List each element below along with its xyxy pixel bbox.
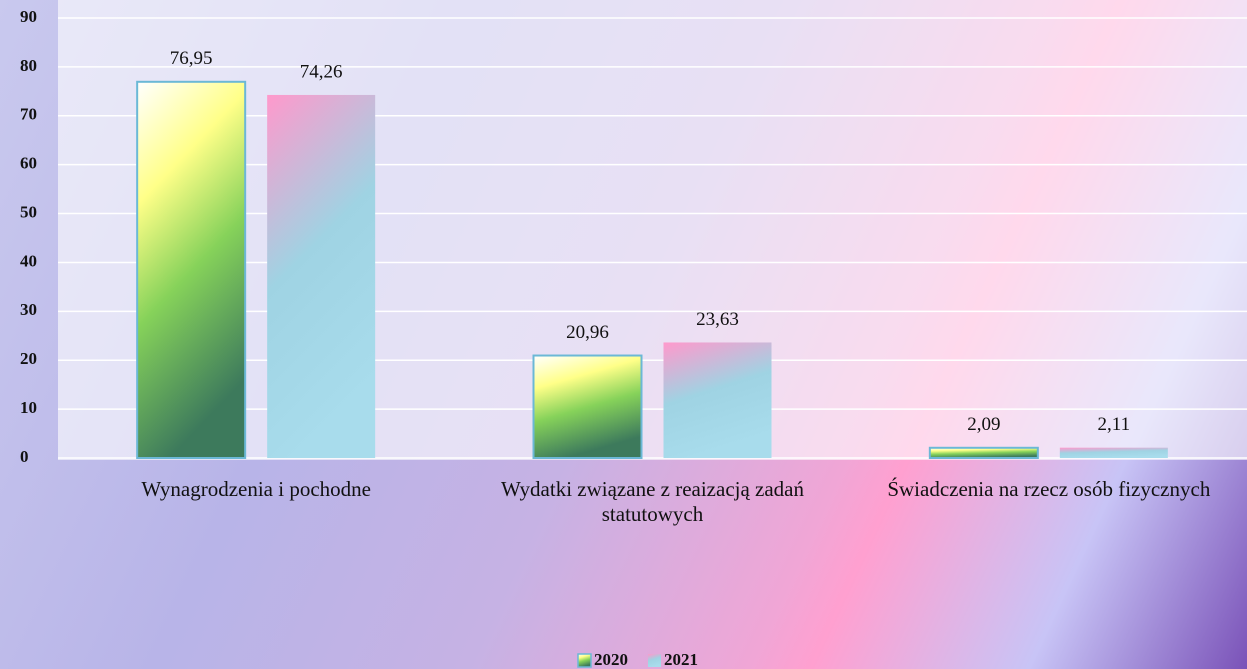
legend-label: 2021 bbox=[664, 650, 698, 669]
bar bbox=[663, 342, 772, 458]
value-label: 76,95 bbox=[170, 48, 213, 69]
y-tick-label: 20 bbox=[20, 349, 37, 368]
bar bbox=[267, 94, 376, 458]
y-tick-label: 60 bbox=[20, 154, 37, 173]
legend-swatch bbox=[648, 654, 661, 667]
x-tick-label: Wydatki związane z reaizacją zadań statu… bbox=[500, 477, 805, 526]
legend-swatch bbox=[577, 653, 592, 668]
y-tick-label: 90 bbox=[20, 7, 37, 26]
y-tick-label: 50 bbox=[20, 202, 37, 221]
y-tick-label: 30 bbox=[20, 300, 37, 319]
y-tick-label: 10 bbox=[20, 398, 37, 417]
plot-area bbox=[58, 0, 1247, 460]
bar bbox=[1059, 447, 1168, 458]
y-tick-label: 70 bbox=[20, 105, 37, 124]
bar bbox=[532, 354, 643, 460]
value-label: 2,11 bbox=[1098, 414, 1131, 435]
y-tick-label: 40 bbox=[20, 251, 37, 270]
x-tick-label: Świadczenia na rzecz osób fizycznych bbox=[887, 477, 1211, 501]
y-tick-label: 0 bbox=[20, 447, 29, 466]
value-label: 20,96 bbox=[566, 322, 609, 343]
legend-label: 2020 bbox=[594, 650, 628, 669]
x-tick-label: Wynagrodzenia i pochodne bbox=[141, 477, 371, 501]
value-label: 23,63 bbox=[696, 309, 739, 330]
bar bbox=[928, 446, 1039, 460]
value-label: 74,26 bbox=[300, 61, 343, 82]
bar bbox=[136, 80, 247, 460]
value-label: 2,09 bbox=[967, 414, 1000, 435]
y-tick-label: 80 bbox=[20, 56, 37, 75]
